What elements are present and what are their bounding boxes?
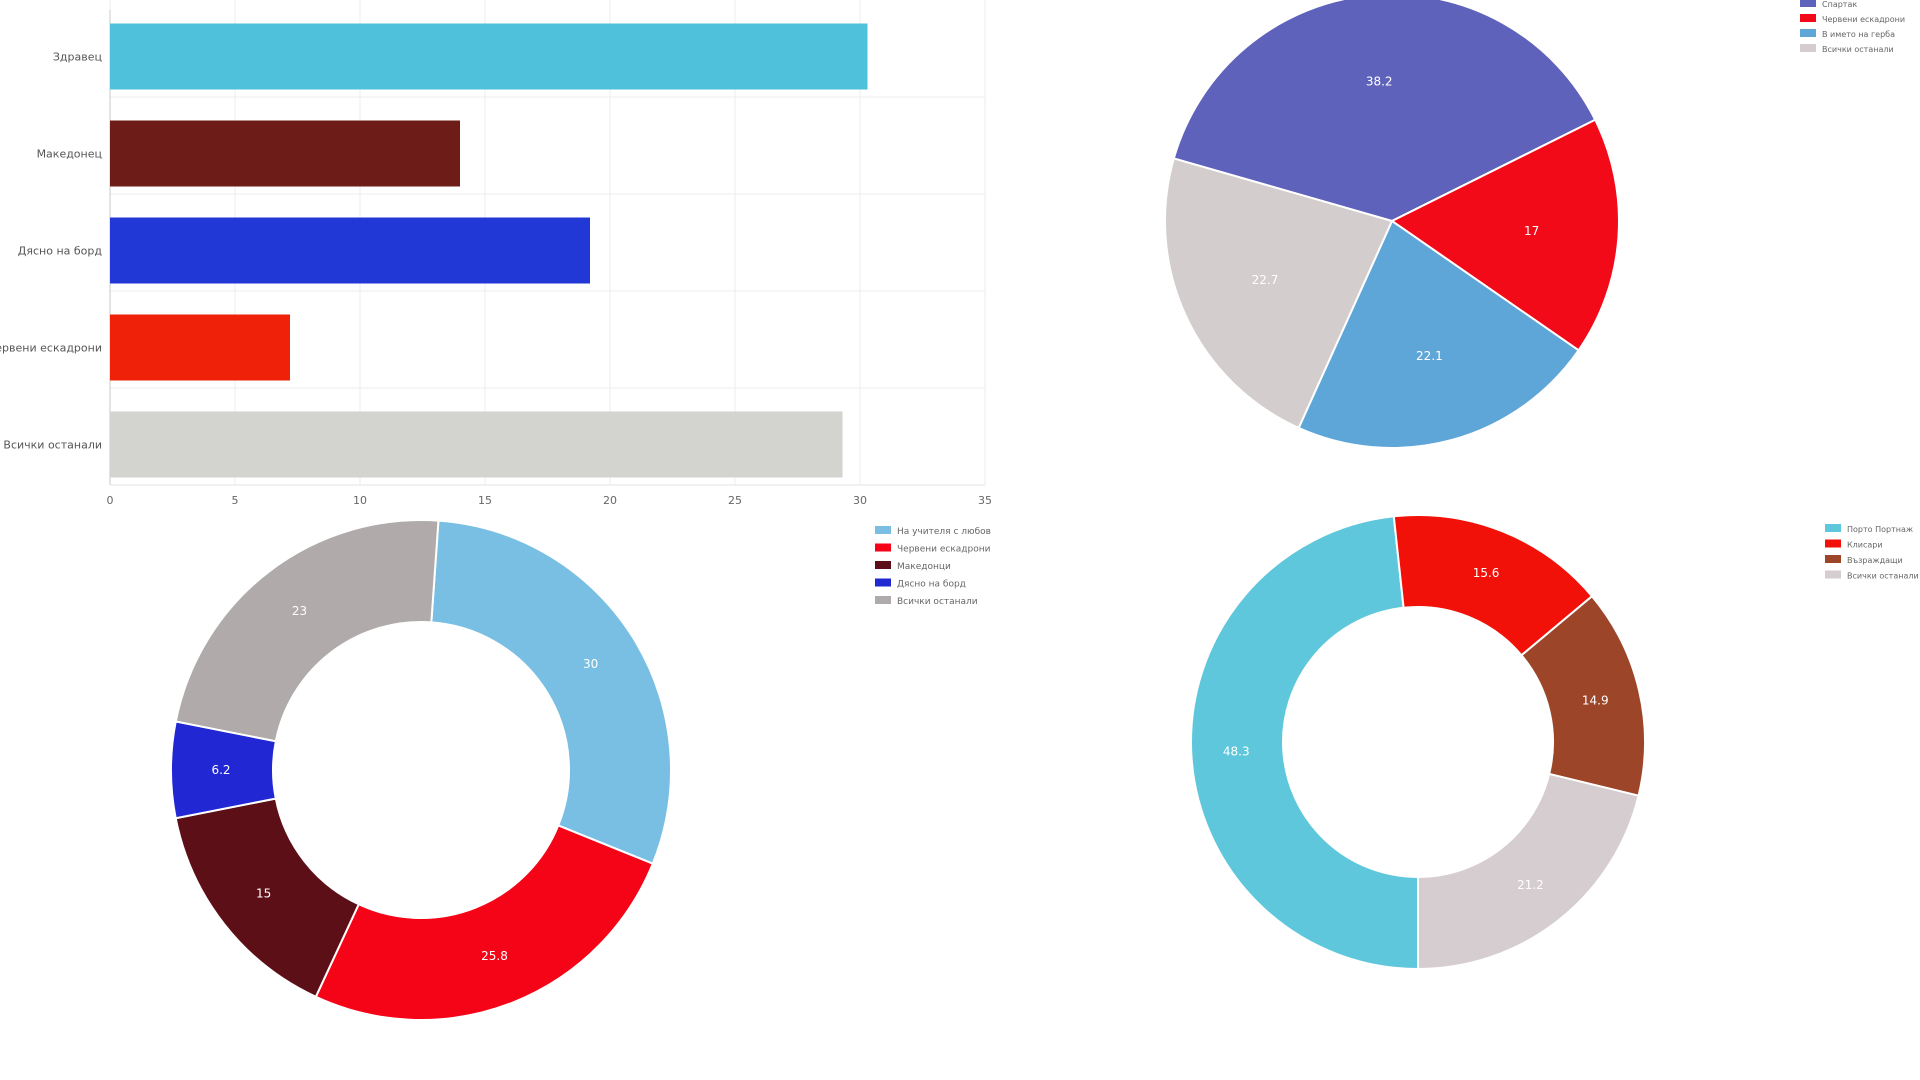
slice-value-label: 15.6	[1473, 566, 1500, 580]
legend-swatch	[1825, 539, 1841, 548]
slice-1	[1172, 0, 1597, 223]
slice-1	[430, 519, 672, 865]
legend-label: В името на герба	[1822, 30, 1895, 39]
donut-chart-porto: 48.3 15.6 14.9 21.2 Порто Портнаж Клисари Възр…	[1190, 514, 1919, 971]
category-label: Македонец	[37, 148, 102, 161]
legend-label: Спартак	[1822, 0, 1857, 9]
legend-label: Червени ескадрони	[1822, 15, 1905, 24]
x-tick-label: 15	[478, 494, 492, 507]
x-tick-label: 20	[603, 494, 617, 507]
legend-swatch	[875, 596, 891, 604]
legend-label: Всички останали	[897, 597, 978, 607]
legend-label: Дясно на борд	[897, 580, 966, 590]
x-tick-label: 0	[107, 494, 114, 507]
x-tick-label: 25	[728, 494, 742, 507]
slice-1	[1190, 515, 1419, 971]
slice-4	[1417, 772, 1640, 971]
slice-5	[174, 519, 440, 743]
donut-chart-teacher: 30 25.8 15 6.2 23 На учителя с любов Червени е…	[170, 519, 991, 1021]
legend-swatch	[875, 561, 891, 569]
slice-value-label: 23	[292, 604, 307, 618]
legend-label: Възраждащи	[1847, 556, 1903, 565]
slice-value-label: 14.9	[1582, 694, 1609, 708]
x-tick-label: 30	[853, 494, 867, 507]
legend-label: Порто Портнаж	[1847, 525, 1913, 534]
legend-swatch	[875, 526, 891, 534]
slice-value-label: 15	[256, 886, 271, 900]
legend-swatch	[1825, 570, 1841, 579]
pie-chart-spartak: 38.2 17 22.1 22.7 Спартак Червени ескадрони В …	[1163, 0, 1905, 449]
legend-swatch	[1825, 524, 1841, 532]
slice-2	[1390, 118, 1620, 352]
slice-value-label: 30	[583, 657, 598, 671]
slice-2	[314, 824, 655, 1021]
category-label: Червени ескадрони	[0, 342, 102, 355]
bar-3	[110, 217, 590, 284]
slice-4	[1163, 157, 1394, 430]
legend-swatch	[875, 543, 891, 552]
slice-value-label: 22.7	[1252, 273, 1279, 287]
slice-3	[1297, 219, 1580, 449]
slice-value-label: 17	[1524, 224, 1539, 238]
bar-2	[110, 120, 460, 187]
slice-value-label: 38.2	[1366, 75, 1393, 89]
legend-swatch	[1800, 14, 1816, 22]
legend-label: Всички останали	[1847, 572, 1919, 581]
slice-value-label: 21.2	[1517, 878, 1544, 892]
bar-1	[110, 23, 868, 90]
category-label: Дясно на борд	[18, 245, 103, 258]
category-label: Всички останали	[3, 439, 102, 452]
slice-value-label: 25.8	[481, 949, 508, 963]
legend-label: Клисари	[1847, 541, 1883, 550]
legend-label: Македонци	[897, 562, 951, 572]
x-tick-label: 10	[353, 494, 367, 507]
legend-swatch	[1800, 0, 1816, 7]
legend-label: На учителя с любов	[897, 527, 991, 537]
bar-4	[110, 314, 290, 381]
x-tick-label: 5	[232, 494, 239, 507]
bar-5	[110, 411, 843, 478]
legend-swatch	[1800, 44, 1816, 52]
bar-chart: 0 5 10 15 20 25 30 35 Здравец Македонец Дясно на б…	[0, 0, 992, 507]
x-tick-label: 35	[978, 494, 992, 507]
legend-label: Червени ескадрони	[897, 545, 991, 555]
legend-swatch	[1800, 29, 1816, 37]
slice-value-label: 48.3	[1223, 745, 1250, 759]
category-label: Здравец	[53, 51, 102, 64]
legend-label: Всички останали	[1822, 45, 1894, 54]
legend-swatch	[1825, 555, 1841, 563]
legend-swatch	[875, 578, 891, 587]
slice-value-label: 22.1	[1416, 349, 1443, 363]
slice-value-label: 6.2	[211, 763, 230, 777]
